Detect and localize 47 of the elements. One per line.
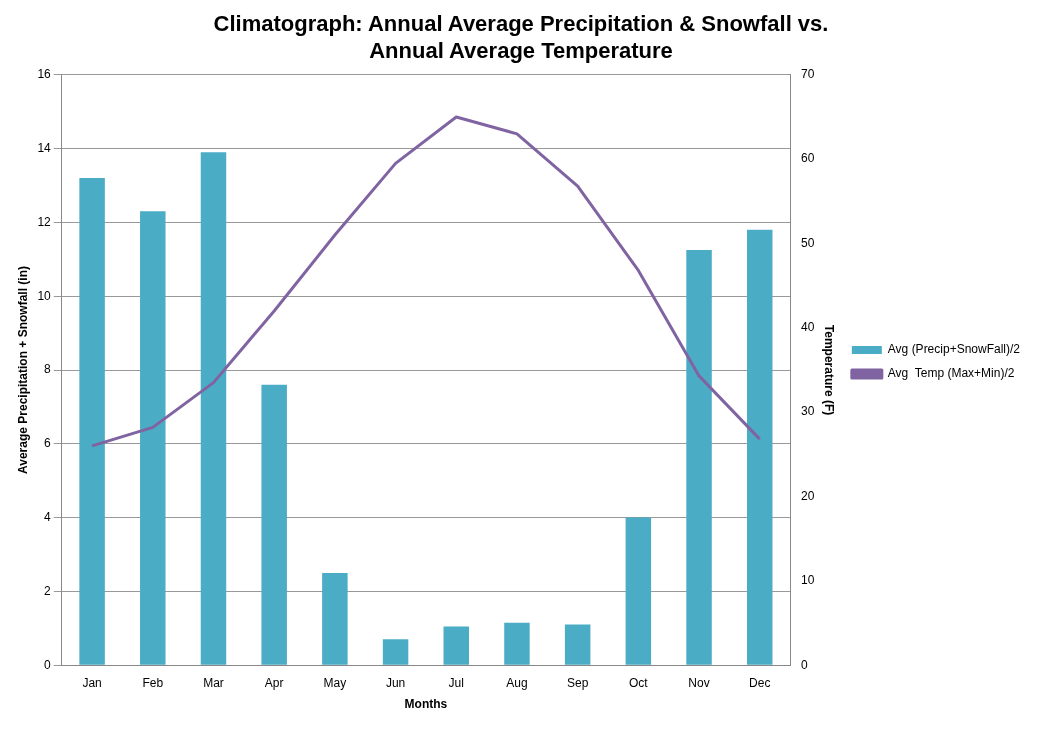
- y-tick-label: 10: [37, 288, 52, 303]
- bar: [564, 624, 591, 665]
- y2-tick-label: 20: [801, 488, 815, 503]
- y2-tick-label: 40: [801, 320, 815, 335]
- x-tick-label: Apr: [264, 675, 284, 690]
- bar: [200, 152, 227, 665]
- y2-tick-label: 30: [801, 404, 815, 419]
- bar: [382, 639, 409, 665]
- bar: [504, 622, 530, 665]
- bar: [79, 178, 105, 665]
- x-tick-label: Jun: [385, 675, 406, 690]
- x-tick-label: Feb: [142, 675, 164, 690]
- x-tick-label: Dec: [749, 675, 771, 690]
- y-tick-label: 2: [44, 583, 52, 598]
- bar: [140, 211, 166, 665]
- legend-label: Avg Temp (Max+Min)/2: [887, 366, 1015, 381]
- y-axis-title: Average Precipitation + Snowfall (in): [15, 266, 30, 474]
- x-tick-label: May: [323, 675, 347, 690]
- y-tick-label: 14: [37, 140, 52, 155]
- y2-tick-label: 60: [801, 151, 815, 166]
- x-tick-label: Oct: [629, 675, 649, 690]
- x-tick-label: Sep: [566, 675, 589, 690]
- bar: [322, 572, 348, 665]
- y2-tick-label: 10: [801, 573, 815, 588]
- x-tick-label: Jan: [82, 675, 102, 690]
- x-tick-label: Aug: [506, 675, 528, 690]
- x-axis-title: Months: [404, 697, 448, 712]
- bar: [746, 229, 773, 665]
- bar: [261, 384, 287, 665]
- y2-tick-label: 50: [801, 235, 815, 250]
- y-tick-label: 4: [44, 509, 52, 524]
- chart-title: Climatograph: Annual Average Precipitation & Snowfall vs. Annual Average Temperature: [213, 11, 829, 63]
- x-tick-label: Mar: [203, 675, 224, 690]
- x-tick-label: Jul: [448, 675, 464, 690]
- y2-axis-title: Temperature (F): [822, 324, 837, 416]
- y-tick-label: 12: [37, 214, 52, 229]
- y-tick-label: 16: [37, 67, 52, 82]
- legend-label: Avg (Precip+SnowFall)/2: [887, 342, 1021, 357]
- x-tick-label: Nov: [688, 675, 710, 690]
- y2-tick-label: 70: [801, 67, 815, 82]
- bar: [625, 517, 652, 665]
- y-tick-label: 6: [44, 436, 52, 451]
- bar: [686, 250, 712, 665]
- y-tick-label: 0: [44, 657, 52, 672]
- y-tick-label: 8: [44, 362, 52, 377]
- bar: [443, 626, 470, 665]
- y2-tick-label: 0: [801, 657, 809, 672]
